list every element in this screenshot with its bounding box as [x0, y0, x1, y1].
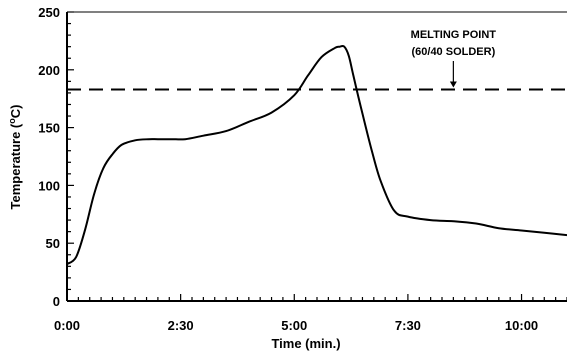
- x-tick-label: 2:30: [168, 318, 194, 333]
- y-axis-ticks: [67, 11, 74, 302]
- y-axis-tick-labels: 0 50 100 150 200 250: [38, 5, 60, 309]
- temperature-series-line: [66, 44, 567, 265]
- x-tick-label: 10:00: [505, 318, 538, 333]
- y-axis-label-before: Temperature (: [8, 123, 23, 209]
- melting-point-annotation: MELTING POINT (60/40 SOLDER): [411, 29, 497, 88]
- x-tick-label: 5:00: [281, 318, 307, 333]
- y-axis-label-after: C): [8, 105, 23, 119]
- annotation-line-1: MELTING POINT: [411, 29, 497, 41]
- y-axis-label: Temperature (oC): [7, 105, 23, 210]
- y-tick-label: 150: [38, 121, 60, 136]
- y-tick-label: 0: [53, 294, 60, 309]
- y-tick-label: 100: [38, 178, 60, 193]
- x-tick-label: 7:30: [395, 318, 421, 333]
- y-tick-label: 50: [46, 236, 60, 251]
- x-axis-tick-labels: 0:00 2:30 5:00 7:30 10:00: [54, 318, 538, 333]
- y-tick-label: 250: [38, 5, 60, 20]
- annotation-line-2: (60/40 SOLDER): [411, 46, 495, 58]
- annotation-arrow-head: [449, 81, 457, 88]
- x-tick-label: 0:00: [54, 318, 80, 333]
- y-axis-label-superscript: o: [7, 118, 17, 124]
- x-axis-ticks: [66, 294, 567, 301]
- y-tick-label: 200: [38, 63, 60, 78]
- x-axis-label: Time (min.): [271, 336, 340, 351]
